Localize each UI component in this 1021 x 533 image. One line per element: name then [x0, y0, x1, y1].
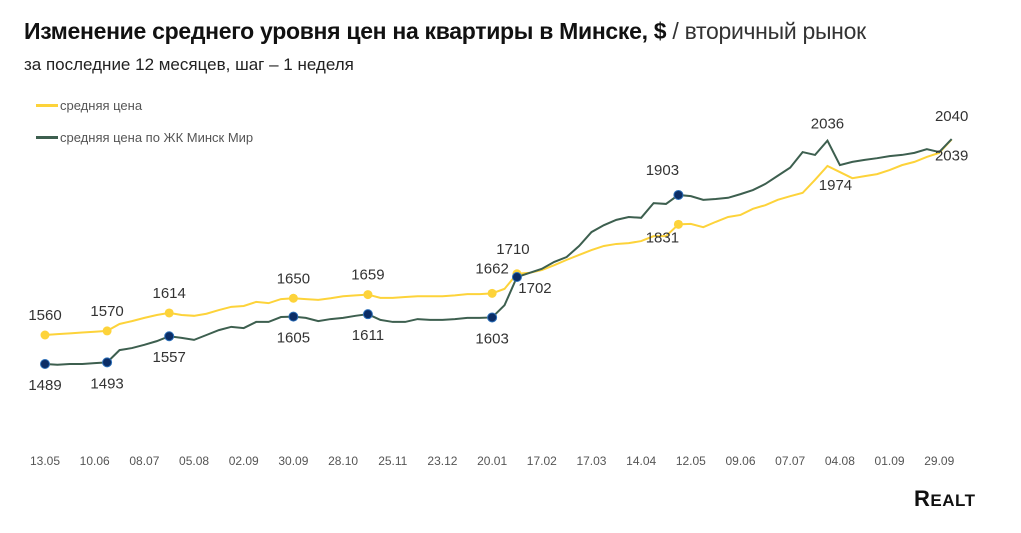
data-label: 1489 — [28, 377, 61, 394]
data-point-marker — [487, 288, 497, 298]
x-tick-label: 29.09 — [924, 454, 954, 468]
title-main: Изменение среднего уровня цен на квартир… — [24, 18, 667, 44]
data-point-marker — [40, 330, 50, 340]
data-point-marker — [102, 357, 113, 368]
series-line-1 — [44, 138, 953, 366]
data-label: 1614 — [153, 285, 186, 302]
x-tick-label: 04.08 — [825, 454, 855, 468]
realt-logo: REALT — [914, 486, 976, 511]
x-tick-label: 13.05 — [30, 454, 60, 468]
legend-item-minsk-mir: средняя цена по ЖК Минск Мир — [36, 130, 253, 145]
legend-label: средняя цена по ЖК Минск Мир — [60, 130, 254, 145]
x-tick-label: 10.06 — [80, 454, 110, 468]
data-label: 1710 — [496, 241, 529, 258]
data-label: 2040 — [935, 108, 968, 125]
legend-swatch — [36, 136, 58, 139]
data-point-marker — [40, 358, 50, 369]
x-tick-label: 30.09 — [278, 454, 308, 468]
data-label: 1493 — [90, 375, 123, 392]
data-point-marker — [102, 326, 112, 336]
legend-item-average: средняя цена — [36, 98, 142, 113]
data-point-marker — [362, 309, 373, 320]
x-tick-label: 20.01 — [477, 454, 507, 468]
x-tick-label: 05.08 — [179, 454, 209, 468]
x-tick-label: 23.12 — [427, 454, 457, 468]
data-label: 1650 — [277, 270, 310, 287]
series-line-0 — [44, 138, 953, 336]
x-tick-label: 07.07 — [775, 454, 805, 468]
data-point-marker — [673, 219, 683, 229]
data-point-marker — [487, 312, 498, 323]
data-point-marker — [363, 290, 373, 300]
data-label: 1611 — [352, 327, 384, 344]
x-tick-label: 17.03 — [576, 454, 606, 468]
legend-swatch — [36, 104, 58, 107]
chart-subtitle: за последние 12 месяцев, шаг – 1 неделя — [24, 55, 354, 74]
data-label: 1560 — [28, 307, 61, 324]
data-label: 1662 — [475, 260, 508, 277]
data-label: 2036 — [811, 116, 844, 133]
x-tick-label: 02.09 — [229, 454, 259, 468]
chart-title: Изменение среднего уровня цен на квартир… — [24, 18, 866, 45]
title-market: вторичный рынок — [684, 18, 867, 44]
data-label: 1603 — [475, 330, 508, 347]
data-label: 1570 — [90, 303, 123, 320]
data-label: 1557 — [153, 349, 186, 366]
data-label: 1831 — [646, 229, 679, 246]
data-label: 1605 — [277, 330, 310, 347]
x-tick-label: 14.04 — [626, 454, 656, 468]
data-point-marker — [288, 311, 299, 322]
data-point-marker — [288, 293, 298, 303]
data-label: 1659 — [351, 267, 384, 284]
x-tick-label: 25.11 — [378, 454, 407, 468]
data-label: 2039 — [935, 147, 968, 164]
x-tick-label: 28.10 — [328, 454, 358, 468]
x-tick-label: 09.06 — [726, 454, 756, 468]
data-point-marker — [164, 331, 175, 342]
x-tick-label: 17.02 — [527, 454, 557, 468]
x-tick-label: 08.07 — [129, 454, 159, 468]
data-point-marker — [511, 272, 522, 283]
data-label: 1974 — [819, 177, 852, 194]
data-point-marker — [673, 189, 684, 200]
x-tick-label: 12.05 — [676, 454, 706, 468]
title-separator: / — [672, 18, 679, 44]
legend-label: средняя цена — [60, 98, 143, 113]
data-label: 1903 — [646, 162, 679, 179]
data-point-marker — [164, 308, 174, 318]
x-tick-label: 01.09 — [875, 454, 905, 468]
data-label: 1702 — [518, 280, 551, 297]
